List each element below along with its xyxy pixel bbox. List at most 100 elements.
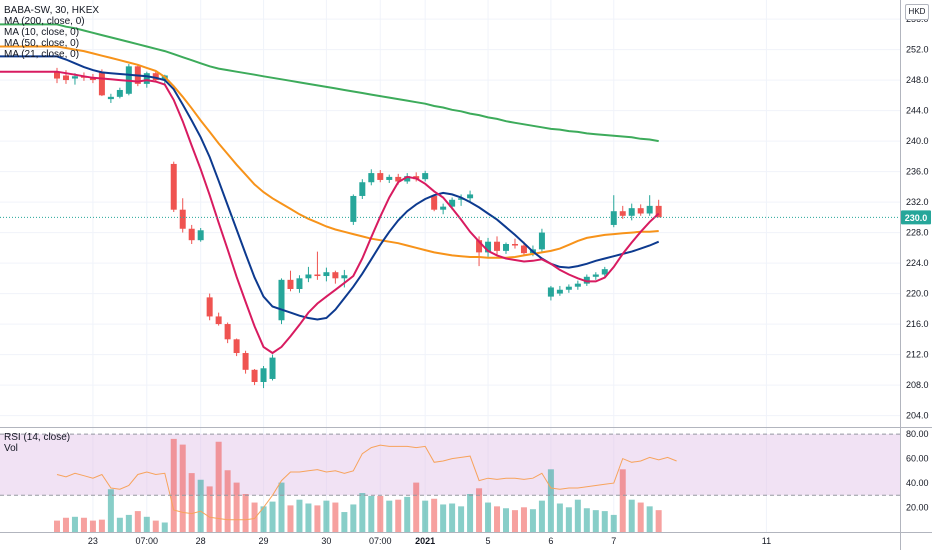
- volume-bar: [583, 508, 590, 532]
- candle-body: [458, 198, 465, 200]
- volume-bar: [341, 512, 348, 532]
- ma200-label[interactable]: MA (200, close, 0): [4, 16, 85, 27]
- time-tick-label: 6: [548, 536, 553, 546]
- candle-body: [628, 208, 635, 216]
- price-tick-label: 204.0: [906, 411, 929, 421]
- candle-body: [170, 163, 177, 210]
- volume-bar: [574, 499, 581, 532]
- time-tick-label: 2021: [415, 536, 435, 546]
- candle-body: [467, 194, 474, 199]
- volume-bar: [116, 517, 123, 532]
- volume-bar: [377, 495, 384, 532]
- volume-bar: [556, 503, 563, 532]
- volume-bar: [332, 502, 339, 532]
- candle-body: [485, 241, 492, 253]
- time-tick-label: 23: [88, 536, 98, 546]
- price-legend: BABA-SW, 30, HKEX MA (200, close, 0) MA …: [4, 5, 99, 60]
- candle-body: [655, 205, 662, 218]
- ma10-label[interactable]: MA (10, close, 0): [4, 27, 80, 38]
- candle-body: [188, 228, 195, 241]
- candle-body: [592, 274, 599, 277]
- time-tick-label: 5: [486, 536, 491, 546]
- price-tick-label: 224.0: [906, 258, 929, 268]
- candle-body: [278, 279, 285, 321]
- volume-bar: [71, 516, 78, 532]
- candle-body: [619, 211, 626, 216]
- volume-bar: [350, 504, 357, 532]
- rsi-line: [56, 444, 677, 521]
- time-tick-label: 28: [196, 536, 206, 546]
- candle-body: [305, 274, 312, 279]
- candle-body: [601, 269, 608, 275]
- candle-body: [449, 199, 456, 207]
- volume-bar: [197, 479, 204, 532]
- current-price-box: [901, 210, 931, 225]
- candle-body: [54, 72, 60, 79]
- rsi-tick-label: 60.00: [906, 454, 929, 464]
- price-tick-label: 220.0: [906, 289, 929, 299]
- candle-body: [116, 89, 123, 97]
- candle-body: [224, 324, 231, 340]
- candle-body: [431, 195, 438, 210]
- ma10-line: [0, 70, 660, 355]
- candle-body: [494, 241, 501, 251]
- volume-bar: [206, 486, 213, 532]
- candle-body: [314, 274, 321, 277]
- volume-bar: [152, 520, 159, 532]
- volume-bar: [592, 510, 599, 532]
- candle-body: [556, 289, 563, 294]
- price-tick-label: 244.0: [906, 106, 929, 116]
- volume-bar: [161, 522, 168, 532]
- moving-average-lines: [0, 23, 660, 355]
- volume-bar: [314, 505, 321, 532]
- time-tick-label: 7: [611, 536, 616, 546]
- rsi-tick-label: 20.00: [906, 503, 929, 513]
- candle-body: [422, 173, 429, 180]
- candle-body: [547, 287, 554, 297]
- vol-label[interactable]: Vol: [4, 443, 18, 454]
- volume-bar: [269, 501, 276, 532]
- candle-body: [332, 272, 339, 279]
- volume-bar: [368, 495, 375, 532]
- candle-body: [296, 278, 303, 289]
- candle-body: [503, 244, 509, 251]
- price-tick-label: 232.0: [906, 197, 929, 207]
- volume-bar: [125, 514, 132, 532]
- candle-body: [206, 297, 213, 317]
- candle-body: [476, 240, 483, 253]
- volume-bar: [520, 507, 527, 532]
- ma21-label[interactable]: MA (21, close, 0): [4, 49, 80, 60]
- volume-bar: [296, 499, 303, 532]
- volume-bar: [646, 506, 653, 532]
- grid-lines: [0, 0, 900, 532]
- price-tick-label: 212.0: [906, 350, 929, 360]
- ma21-line: [0, 55, 660, 321]
- volume-bar: [287, 505, 294, 532]
- candle-body: [520, 245, 527, 254]
- volume-bar: [565, 507, 572, 532]
- candle-body: [610, 211, 617, 225]
- ma50-line: [0, 45, 659, 259]
- ma50-label[interactable]: MA (50, close, 0): [4, 38, 80, 49]
- volume-bar: [233, 482, 240, 532]
- candle-body: [197, 230, 204, 241]
- candle-body: [511, 244, 518, 246]
- candle-body: [368, 173, 375, 183]
- symbol-label[interactable]: BABA-SW, 30, HKEX: [4, 5, 100, 16]
- rsi-label[interactable]: RSI (14, close): [4, 432, 71, 443]
- candle-body: [583, 276, 590, 284]
- volume-bars: [54, 438, 662, 532]
- currency-badge[interactable]: HKD: [905, 4, 929, 20]
- candle-body: [359, 182, 366, 196]
- candle-body: [242, 353, 249, 370]
- price-tick-label: 208.0: [906, 380, 929, 390]
- volume-bar: [494, 506, 501, 532]
- volume-bar: [503, 508, 509, 532]
- candle-body: [215, 316, 222, 325]
- volume-bar: [511, 510, 518, 532]
- volume-bar: [547, 469, 554, 532]
- volume-bar: [610, 514, 617, 532]
- candle-body: [89, 77, 96, 81]
- volume-bar: [107, 489, 114, 532]
